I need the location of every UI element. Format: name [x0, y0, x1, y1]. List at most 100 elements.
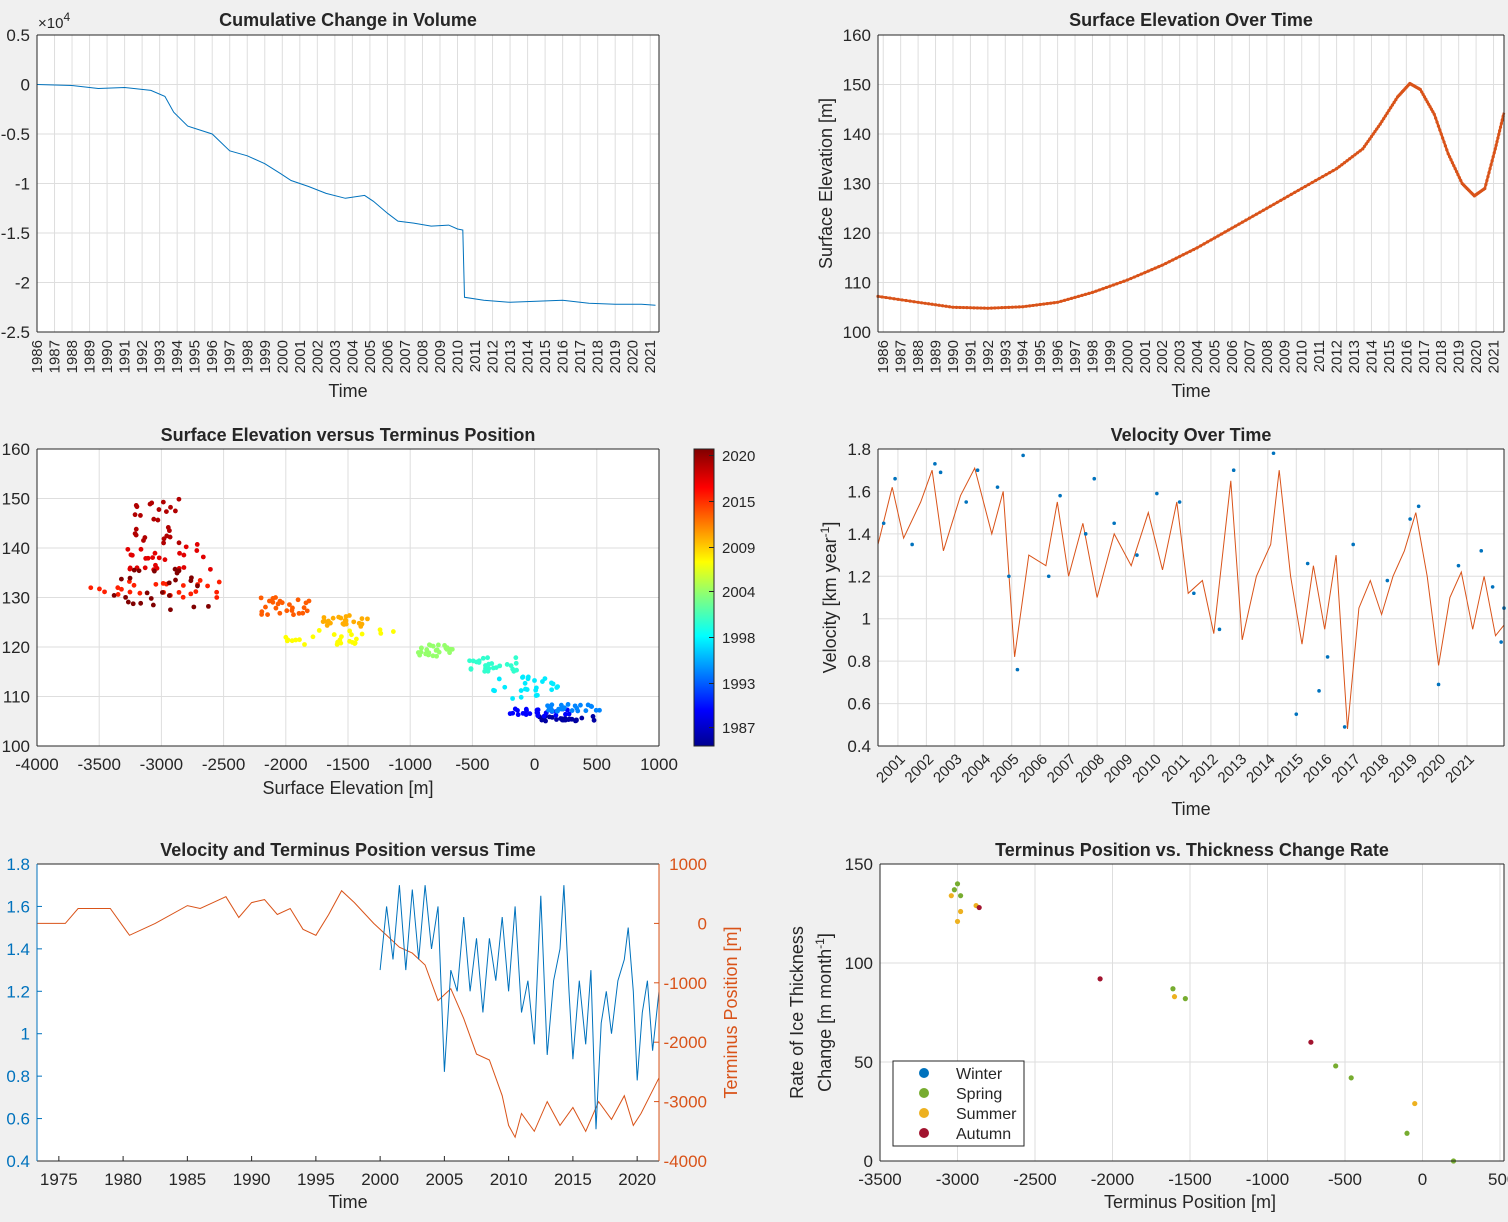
data-point	[127, 566, 133, 572]
x-tick-label: 1992	[980, 340, 997, 373]
data-point	[265, 612, 270, 618]
x-tick-label: 2016	[1300, 751, 1336, 787]
data-point	[1428, 105, 1432, 109]
x-tick-label: 2010	[450, 340, 467, 373]
data-point	[1056, 300, 1060, 304]
data-point	[206, 603, 211, 609]
data-point	[1453, 167, 1457, 171]
y-tick-label: 130	[843, 175, 871, 194]
data-point	[573, 717, 579, 723]
data-point	[176, 589, 182, 595]
data-point	[1230, 226, 1234, 230]
x-tick-label: 1000	[640, 755, 678, 774]
panel-surface-elevation: 1986 1987 1988 1989 1990 1991 1992 1993 1994 1995…	[816, 10, 1506, 401]
data-point	[296, 610, 302, 616]
x-tick-label: 2009	[1101, 751, 1137, 787]
data-point	[1129, 276, 1133, 281]
data-point	[151, 568, 157, 574]
data-point	[1392, 100, 1396, 104]
y-tick-label: 110	[844, 274, 871, 293]
legend-box	[892, 1060, 1025, 1147]
data-point	[533, 687, 539, 693]
data-point	[549, 687, 555, 693]
data-point	[1300, 186, 1304, 191]
x-tick-label: 2015	[1381, 340, 1398, 373]
data-point	[97, 586, 102, 592]
data-point	[418, 645, 424, 651]
data-point	[156, 555, 162, 561]
data-point	[1325, 655, 1330, 659]
x-tick-label: 2011	[1158, 751, 1193, 786]
data-point	[1489, 163, 1493, 167]
data-point	[1303, 184, 1307, 189]
data-point	[301, 605, 307, 611]
y-tick-label-right: -4000	[664, 1152, 707, 1171]
x-tick-label: 2015	[554, 1170, 592, 1189]
data-point	[880, 295, 884, 299]
data-point	[325, 619, 331, 624]
legend-label: Autumn	[956, 1126, 1011, 1143]
x-tick-label: 1990	[99, 340, 116, 373]
data-point	[1058, 493, 1062, 498]
data-point	[161, 540, 166, 546]
data-point	[1459, 178, 1463, 183]
y-tick-label-left: 1	[21, 1025, 30, 1044]
data-point	[153, 581, 159, 587]
x-tick-label: 1994	[169, 340, 186, 373]
x-axis-label: Time	[1171, 799, 1210, 819]
data-point	[1164, 261, 1168, 266]
data-point	[485, 655, 490, 661]
x-tick-label: 2009	[1276, 340, 1293, 373]
data-point	[578, 702, 583, 708]
x-tick-label: 2016	[1398, 340, 1415, 373]
chart-title: Terminus Position vs. Thickness Change R…	[995, 840, 1389, 860]
data-point	[1171, 258, 1175, 262]
x-tick-label: 2010	[1294, 340, 1311, 373]
data-point	[1035, 303, 1039, 307]
data-point-summer	[1412, 1100, 1418, 1107]
x-tick-label: -1000	[1246, 1170, 1289, 1189]
x-tick-label: 2012	[1186, 751, 1222, 787]
y-axis-label-right: Terminus Position [m]	[721, 926, 741, 1098]
chart-title: Surface Elevation versus Terminus Positi…	[161, 425, 536, 445]
data-point	[88, 585, 94, 591]
data-point	[468, 666, 474, 672]
velocity-line	[379, 885, 660, 1130]
data-point	[148, 596, 154, 601]
data-point	[181, 565, 187, 570]
panel-terminus-vs-thickness: -3500-3000-2500-2000-1500-1000-500050015…	[787, 840, 1508, 1212]
x-tick-label: 1989	[928, 340, 945, 373]
x-tick-label: 2003	[930, 751, 966, 787]
data-point	[137, 590, 143, 596]
x-tick-label: 0	[1418, 1170, 1427, 1189]
data-point	[115, 592, 121, 597]
data-point	[316, 628, 322, 633]
data-point	[1499, 640, 1503, 644]
data-point	[138, 600, 144, 606]
data-point	[290, 605, 295, 611]
data-point	[1340, 163, 1344, 167]
data-point	[535, 707, 541, 713]
data-point	[975, 468, 980, 473]
y-tick-label: 100	[845, 954, 873, 973]
data-point	[442, 643, 447, 648]
data-point	[1045, 302, 1049, 306]
x-tick-label: 1990	[945, 340, 962, 373]
data-point	[1447, 155, 1452, 159]
data-point	[1181, 253, 1185, 257]
data-point	[972, 306, 976, 310]
data-point	[123, 594, 128, 600]
colorbar-tick-label: 2009	[722, 540, 755, 557]
data-point	[527, 711, 533, 717]
data-point-spring	[1333, 1063, 1339, 1069]
data-point	[926, 302, 931, 306]
data-point	[1439, 132, 1443, 136]
x-tick-label: 1987	[893, 340, 910, 373]
data-point	[1431, 110, 1435, 114]
x-tick-label: 500	[583, 755, 611, 774]
data-point	[1167, 260, 1171, 264]
data-point	[284, 638, 290, 644]
x-tick-label: 2005	[1207, 340, 1224, 373]
legend-marker	[919, 1068, 929, 1078]
data-point	[1497, 132, 1501, 136]
